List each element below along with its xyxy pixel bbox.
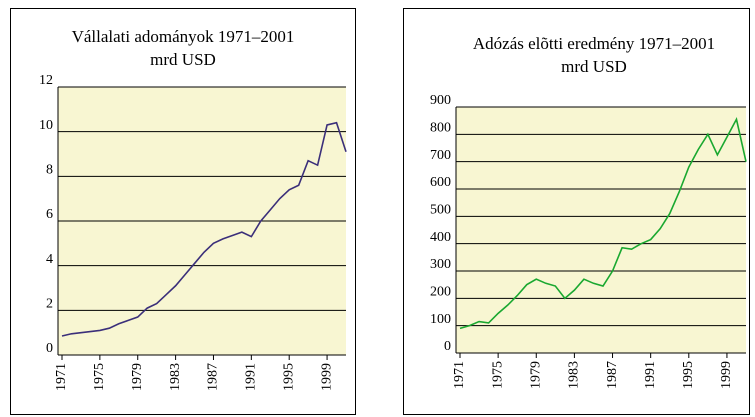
y-tick-label: 10: [39, 118, 53, 133]
chart-subtitle: mrd USD: [150, 50, 216, 69]
x-tick-label: 1975: [92, 363, 107, 391]
y-tick-label: 800: [430, 121, 451, 136]
y-tick-label: 200: [430, 285, 451, 300]
x-tick-label: 1995: [681, 361, 696, 389]
y-tick-label: 400: [430, 230, 451, 245]
x-tick-label: 1983: [168, 363, 183, 391]
y-tick-label: 600: [430, 175, 451, 190]
x-tick-label: 1971: [54, 363, 69, 391]
chart-subtitle: mrd USD: [561, 57, 627, 76]
x-tick-label: 1983: [567, 361, 582, 389]
y-tick-label: 2: [46, 297, 53, 312]
y-tick-label: 4: [46, 252, 53, 267]
x-tick-label: 1979: [130, 363, 145, 391]
x-tick-label: 1991: [244, 363, 259, 391]
y-tick-label: 900: [430, 93, 451, 108]
y-tick-label: 0: [46, 341, 53, 356]
plot-area: [456, 107, 746, 353]
x-tick-label: 1999: [319, 363, 334, 391]
y-tick-label: 12: [39, 73, 53, 88]
y-tick-label: 300: [430, 257, 451, 272]
x-tick-label: 1991: [643, 361, 658, 389]
x-tick-label: 1975: [490, 361, 505, 389]
x-tick-label: 1987: [605, 361, 620, 389]
y-tick-label: 700: [430, 148, 451, 163]
chart-title: Adózás elõtti eredmény 1971–2001: [473, 34, 715, 53]
y-tick-label: 100: [430, 312, 451, 327]
x-tick-label: 1995: [281, 363, 296, 391]
y-tick-label: 6: [46, 207, 53, 222]
y-tick-label: 8: [46, 163, 53, 178]
data-line: [61, 121, 347, 337]
chart-title: Vállalati adományok 1971–2001: [72, 27, 295, 46]
x-tick-label: 1979: [528, 361, 543, 389]
x-tick-label: 1971: [452, 361, 467, 389]
x-tick-label: 1987: [206, 363, 221, 391]
y-tick-label: 0: [444, 339, 451, 354]
data-line: [459, 117, 747, 330]
y-tick-label: 500: [430, 203, 451, 218]
x-tick-label: 1999: [719, 361, 734, 389]
